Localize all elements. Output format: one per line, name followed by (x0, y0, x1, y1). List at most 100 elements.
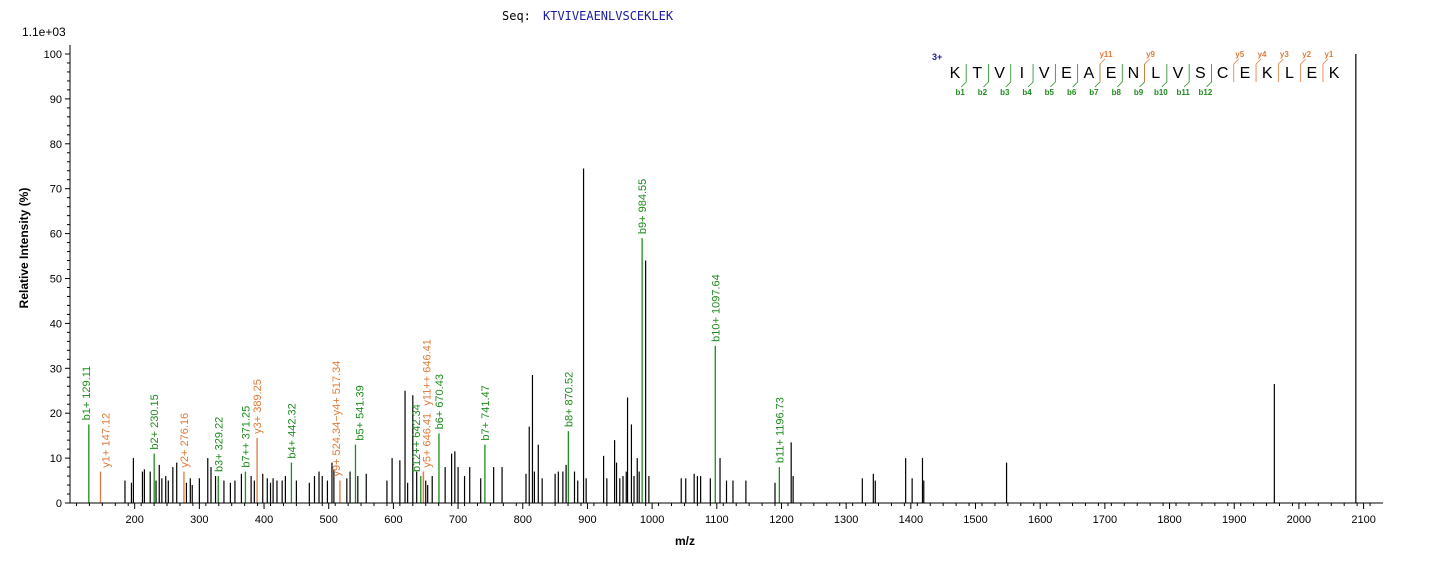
y-ion-label: y3 (1280, 50, 1289, 59)
y-tick-label: 40 (50, 318, 62, 330)
y-ion-marker (1277, 58, 1284, 82)
sequence-residue: I (1020, 65, 1024, 82)
y-tick-label: 80 (50, 139, 62, 151)
peak-label: b3+ 329.22 (213, 417, 225, 472)
x-tick-label: 800 (514, 514, 532, 526)
sequence-residue: V (1039, 65, 1050, 82)
y-tick-label: 50 (50, 273, 62, 285)
peak-label: b6+ 670.43 (434, 374, 446, 429)
y-ion-label: y9 (1146, 50, 1155, 59)
y-tick-label: 20 (50, 408, 62, 420)
b-ion-label: b3 (1000, 88, 1010, 97)
b-ion-marker (1027, 64, 1034, 88)
b-ion-marker (960, 64, 967, 88)
x-tick-label: 1200 (769, 514, 793, 526)
x-tick-label: 1800 (1157, 514, 1181, 526)
b-ion-marker (1206, 64, 1212, 88)
peak-label: b8+ 870.52 (563, 372, 575, 427)
x-tick-label: 1400 (899, 514, 923, 526)
b-ion-label: b5 (1045, 88, 1055, 97)
sequence-residue: S (1195, 65, 1206, 82)
peak-label: b7+ 741.47 (480, 385, 492, 440)
sequence-residue: E (1061, 65, 1072, 82)
b-ion-marker (1139, 64, 1145, 88)
peak-label: y2+ 276.16 (179, 413, 191, 468)
peak-label: y3+ 389.25 (252, 379, 264, 434)
b-ion-marker (1072, 64, 1079, 88)
b-ion-label: b11 (1176, 88, 1190, 97)
peak-label: b9+ 984.55 (637, 179, 649, 234)
b-ion-label: b6 (1067, 88, 1077, 97)
b-ion-label: b1 (955, 88, 965, 97)
b-ion-marker (1183, 64, 1190, 88)
sequence-residue: L (1151, 65, 1160, 82)
x-axis-title: m/z (675, 534, 695, 548)
x-tick-label: 400 (255, 514, 273, 526)
x-tick-label: 1600 (1028, 514, 1052, 526)
sequence-residue: K (1262, 65, 1273, 82)
b-ion-marker (1094, 64, 1101, 88)
b-ion-marker (983, 64, 989, 88)
x-tick-label: 500 (320, 514, 338, 526)
b-ion-label: b4 (1022, 88, 1032, 97)
y-ion-label: y4 (1258, 50, 1267, 59)
y-ion-marker (1255, 58, 1262, 82)
peak-label: b10+ 1097.64 (710, 274, 722, 342)
sequence-text: KTVIVEAENLVSCEKLEK (543, 9, 674, 23)
peak-label: b7++ 371.25 (240, 406, 252, 468)
x-tick-label: 1100 (705, 514, 729, 526)
seq-label: Seq: (502, 9, 531, 23)
y-tick-label: 60 (50, 229, 62, 241)
y-ion-label: y5 (1235, 50, 1244, 59)
x-tick-label: 1000 (640, 514, 664, 526)
sequence-residue: N (1128, 65, 1140, 82)
x-tick-label: 1900 (1222, 514, 1246, 526)
y-tick-label: 10 (50, 453, 62, 465)
sequence-residue: K (950, 65, 961, 82)
peak-label: y11++ 646.41 (421, 339, 433, 405)
y-ion-marker (1322, 58, 1329, 82)
x-tick-label: 1500 (963, 514, 987, 526)
sequence-residue: L (1285, 65, 1294, 82)
sequence-residue: E (1240, 65, 1251, 82)
b-ion-label: b8 (1112, 88, 1122, 97)
peak-label: y5+ 646.41 (421, 413, 433, 468)
sequence-residue: E (1306, 65, 1317, 82)
peak-label: b12++ 642.34 (411, 404, 423, 472)
x-tick-label: 200 (126, 514, 144, 526)
y-ion-label: y1 (1324, 50, 1333, 59)
y-ion-marker (1099, 58, 1106, 82)
y-tick-label: 0 (56, 498, 62, 510)
b-ion-label: b9 (1134, 88, 1144, 97)
b-ion-label: b7 (1089, 88, 1099, 97)
peak-label: b4+ 442.32 (286, 403, 298, 458)
intensity-scale: 1.1e+03 (22, 25, 66, 39)
x-tick-label: 2100 (1351, 514, 1375, 526)
peak-label: b1+ 129.11 (81, 366, 93, 421)
sequence-residue: E (1106, 65, 1117, 82)
peak-label: y9+ 524.34−y4+ 517.34 (331, 361, 343, 477)
peak-label: b11+ 1196.73 (774, 397, 786, 463)
x-tick-label: 700 (449, 514, 467, 526)
sequence-residue: T (972, 65, 982, 82)
charge-state: 3+ (932, 52, 942, 62)
y-ion-label: y11 (1099, 50, 1112, 59)
b-ion-label: b12 (1199, 88, 1213, 97)
b-ion-marker (1005, 64, 1012, 88)
b-ion-marker (1116, 64, 1123, 88)
b-ion-label: b10 (1154, 88, 1168, 97)
y-tick-label: 70 (50, 184, 62, 196)
b-ion-label: b2 (978, 88, 988, 97)
x-tick-label: 1300 (834, 514, 858, 526)
y-ion-marker (1144, 58, 1150, 82)
sequence-residue: A (1083, 65, 1094, 82)
peak-label: y1+ 147.12 (100, 413, 112, 468)
b-ion-marker (1050, 64, 1056, 88)
y-ion-marker (1300, 58, 1306, 82)
sequence-residue: C (1217, 65, 1229, 82)
sequence-residue: K (1329, 65, 1340, 82)
y-ion-marker (1233, 58, 1240, 82)
x-tick-label: 600 (384, 514, 402, 526)
sequence-residue: V (1173, 65, 1184, 82)
